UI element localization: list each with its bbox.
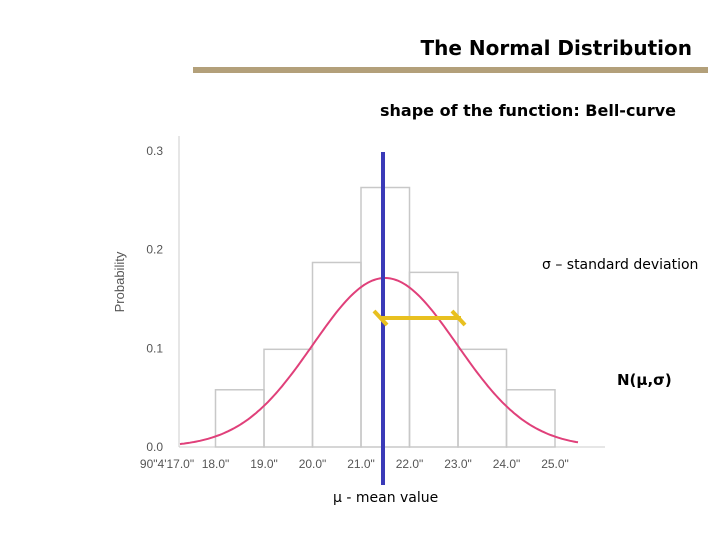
mu-label: μ - mean value [333,490,439,506]
x-tick-label: 23.0" [444,457,472,471]
sigma-bar-right-tick [450,309,467,327]
histogram-bar [214,389,265,448]
slide-subtitle: shape of the function: Bell-curve [380,101,676,120]
bell-curve [179,277,579,446]
sigma-label: σ – standard deviation [542,257,699,273]
y-axis-label: Probability [112,251,127,312]
x-tick-label: 90"4'17.0" [140,457,194,471]
y-tick-label: 0.1 [146,341,163,355]
histogram-bar [505,389,556,448]
y-tick-label: 0.0 [146,440,163,454]
slide-title: The Normal Distribution [420,36,693,60]
x-tick-label: 20.0" [299,457,327,471]
histogram-bar [311,261,362,448]
histogram-bar [408,271,459,448]
x-tick-label: 19.0" [250,457,278,471]
normal-notation-label: N(μ,σ) [617,371,672,389]
title-underline [193,67,708,73]
y-tick-label: 0.2 [146,243,163,257]
y-tick-label: 0.3 [146,144,163,158]
sigma-bar-left-tick [372,309,389,327]
x-tick-label: 18.0" [202,457,230,471]
x-tick-label: 25.0" [541,457,569,471]
x-tick-label: 22.0" [396,457,424,471]
x-tick-label: 21.0" [347,457,375,471]
x-tick-label: 24.0" [493,457,521,471]
